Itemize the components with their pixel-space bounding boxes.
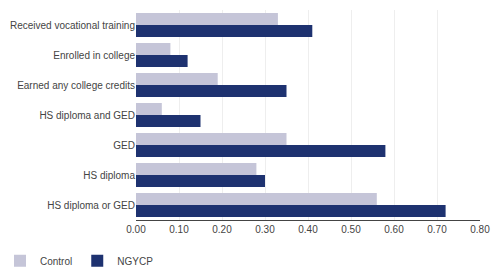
svg-text:0.70: 0.70 xyxy=(427,224,447,235)
svg-text:0.60: 0.60 xyxy=(384,224,404,235)
svg-text:HS diploma and GED: HS diploma and GED xyxy=(39,110,135,121)
svg-text:Enrolled in college: Enrolled in college xyxy=(53,50,135,61)
svg-text:0.50: 0.50 xyxy=(341,224,361,235)
svg-text:HS diploma: HS diploma xyxy=(83,170,135,181)
svg-text:NGYCP: NGYCP xyxy=(117,256,153,267)
svg-text:GED: GED xyxy=(113,140,135,151)
svg-text:HS diploma or GED: HS diploma or GED xyxy=(47,200,135,211)
svg-text:Control: Control xyxy=(40,256,72,267)
svg-text:Received vocational training: Received vocational training xyxy=(10,20,135,31)
svg-text:Earned any college credits: Earned any college credits xyxy=(17,80,135,91)
svg-text:0.10: 0.10 xyxy=(169,224,189,235)
svg-text:0.00: 0.00 xyxy=(126,224,146,235)
svg-text:0.30: 0.30 xyxy=(255,224,275,235)
svg-text:0.20: 0.20 xyxy=(212,224,232,235)
svg-text:0.40: 0.40 xyxy=(298,224,318,235)
svg-text:0.80: 0.80 xyxy=(470,224,490,235)
